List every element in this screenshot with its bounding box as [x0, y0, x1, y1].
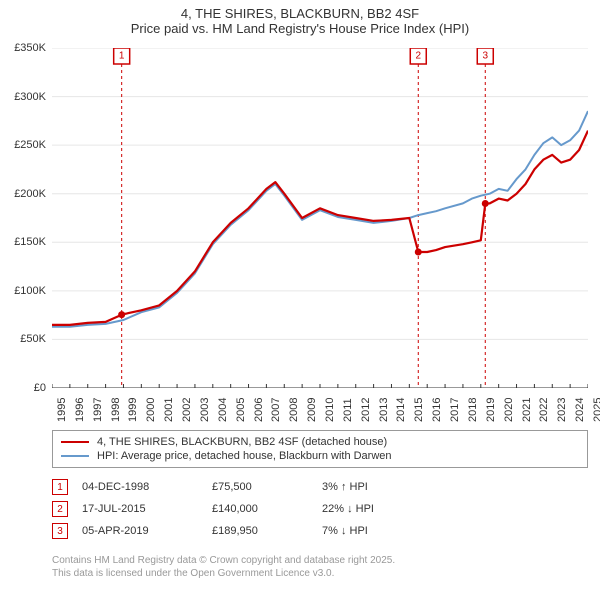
x-tick-label: 1998	[110, 398, 122, 422]
y-tick-label: £50K	[20, 333, 46, 345]
svg-text:2: 2	[415, 51, 421, 62]
transaction-row: 3 05-APR-2019£189,9507% ↓ HPI	[52, 520, 588, 542]
transactions-table: 1 04-DEC-1998£75,5003% ↑ HPI 2 17-JUL-2015£…	[52, 476, 588, 542]
legend-item: 4, THE SHIRES, BLACKBURN, BB2 4SF (detac…	[61, 435, 579, 449]
x-tick-label: 2000	[145, 398, 157, 422]
y-tick-label: £100K	[14, 285, 46, 297]
y-tick-label: £150K	[14, 236, 46, 248]
transaction-marker: 1	[52, 479, 68, 495]
x-tick-label: 2005	[235, 398, 247, 422]
x-tick-label: 2013	[378, 398, 390, 422]
x-tick-label: 2019	[485, 398, 497, 422]
transaction-row: 2 17-JUL-2015£140,00022% ↓ HPI	[52, 498, 588, 520]
x-tick-label: 2008	[288, 398, 300, 422]
legend-label: 4, THE SHIRES, BLACKBURN, BB2 4SF (detac…	[97, 436, 387, 448]
x-tick-label: 2017	[449, 398, 461, 422]
x-tick-label: 2018	[467, 398, 479, 422]
svg-text:1: 1	[119, 51, 125, 62]
x-tick-label: 2023	[556, 398, 568, 422]
legend-item: HPI: Average price, detached house, Blac…	[61, 449, 579, 463]
y-axis: £0£50K£100K£150K£200K£250K£300K£350K	[0, 48, 50, 388]
plot-area: 1 2 3	[52, 48, 588, 388]
x-tick-label: 2014	[395, 398, 407, 422]
y-tick-label: £300K	[14, 91, 46, 103]
transaction-date: 05-APR-2019	[82, 525, 212, 537]
title-line2: Price paid vs. HM Land Registry's House …	[0, 21, 600, 36]
chart-svg: 1 2 3	[52, 48, 588, 388]
footer-line1: Contains HM Land Registry data © Crown c…	[52, 554, 395, 567]
x-tick-label: 1999	[127, 398, 139, 422]
x-tick-label: 2020	[503, 398, 515, 422]
transaction-marker: 3	[52, 523, 68, 539]
x-tick-label: 2003	[199, 398, 211, 422]
transaction-marker: 2	[52, 501, 68, 517]
y-tick-label: £350K	[14, 42, 46, 54]
legend-swatch	[61, 441, 89, 443]
legend-label: HPI: Average price, detached house, Blac…	[97, 450, 392, 462]
transaction-date: 17-JUL-2015	[82, 503, 212, 515]
x-tick-label: 2024	[574, 398, 586, 422]
footer-line2: This data is licensed under the Open Gov…	[52, 567, 395, 580]
x-tick-label: 2010	[324, 398, 336, 422]
transaction-pct: 3% ↑ HPI	[322, 481, 472, 493]
y-tick-label: £200K	[14, 188, 46, 200]
legend: 4, THE SHIRES, BLACKBURN, BB2 4SF (detac…	[52, 430, 588, 468]
transaction-price: £140,000	[212, 503, 322, 515]
x-tick-label: 1996	[74, 398, 86, 422]
x-tick-label: 2021	[521, 398, 533, 422]
footer: Contains HM Land Registry data © Crown c…	[52, 554, 395, 580]
transaction-price: £75,500	[212, 481, 322, 493]
svg-text:3: 3	[482, 51, 488, 62]
transaction-price: £189,950	[212, 525, 322, 537]
transaction-date: 04-DEC-1998	[82, 481, 212, 493]
x-tick-label: 2006	[253, 398, 265, 422]
transaction-pct: 22% ↓ HPI	[322, 503, 472, 515]
x-axis: 1995 1996 1997 1998 1999 2000 2001 2002 2003 2004…	[52, 392, 588, 432]
x-tick-label: 2007	[270, 398, 282, 422]
y-tick-label: £250K	[14, 139, 46, 151]
x-tick-label: 2016	[431, 398, 443, 422]
legend-swatch	[61, 455, 89, 457]
transaction-pct: 7% ↓ HPI	[322, 525, 472, 537]
y-tick-label: £0	[34, 382, 46, 394]
x-tick-label: 2002	[181, 398, 193, 422]
transaction-row: 1 04-DEC-1998£75,5003% ↑ HPI	[52, 476, 588, 498]
x-tick-label: 2001	[163, 398, 175, 422]
chart-container: 4, THE SHIRES, BLACKBURN, BB2 4SF Price …	[0, 0, 600, 590]
x-tick-label: 2012	[360, 398, 372, 422]
x-tick-label: 1997	[92, 398, 104, 422]
x-tick-label: 1995	[56, 398, 68, 422]
x-tick-label: 2011	[342, 398, 354, 422]
x-tick-label: 2025	[592, 398, 600, 422]
title-line1: 4, THE SHIRES, BLACKBURN, BB2 4SF	[0, 6, 600, 21]
x-tick-label: 2015	[413, 398, 425, 422]
title-block: 4, THE SHIRES, BLACKBURN, BB2 4SF Price …	[0, 0, 600, 38]
x-tick-label: 2009	[306, 398, 318, 422]
x-tick-label: 2022	[538, 398, 550, 422]
x-tick-label: 2004	[217, 398, 229, 422]
